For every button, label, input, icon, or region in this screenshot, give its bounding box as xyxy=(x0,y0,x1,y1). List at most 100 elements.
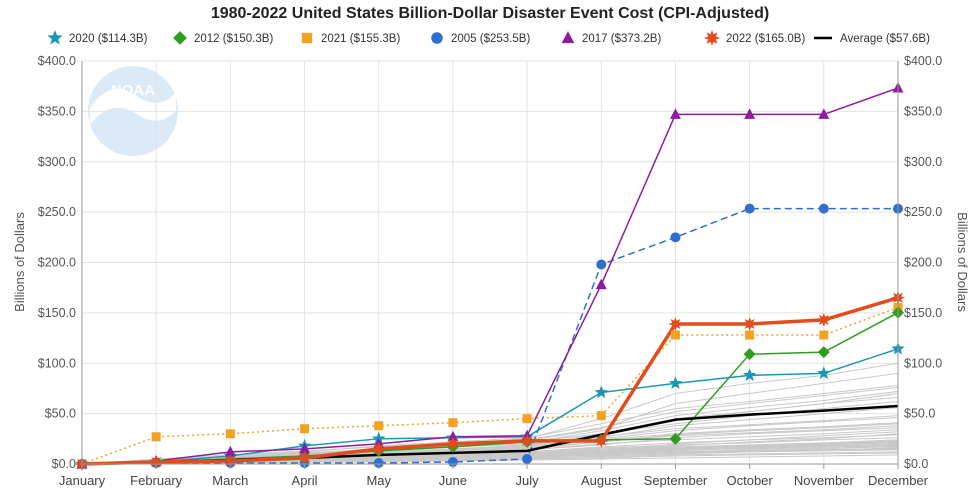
data-point-2021[interactable] xyxy=(225,429,235,439)
legend-item-2020[interactable]: 2020 ($114.3B) xyxy=(47,29,148,45)
data-point-2021[interactable] xyxy=(596,411,606,421)
svg-text:NOAA: NOAA xyxy=(111,82,155,99)
data-point-2022[interactable] xyxy=(371,441,386,456)
data-point-2005[interactable] xyxy=(818,203,829,214)
y-tick-label-left: $300.0 xyxy=(38,155,76,169)
data-point-2005[interactable] xyxy=(373,457,384,468)
x-tick-label: December xyxy=(868,473,929,488)
legend-swatch-2021[interactable] xyxy=(301,32,313,44)
x-tick-label: August xyxy=(581,473,622,488)
y-tick-label-right: $400.0 xyxy=(904,54,942,68)
data-point-2017[interactable] xyxy=(818,108,830,119)
data-point-2005[interactable] xyxy=(596,259,607,270)
y-tick-label-left: $400.0 xyxy=(38,54,76,68)
data-point-2017[interactable] xyxy=(447,430,459,442)
series-line-2017 xyxy=(81,87,899,465)
legend-label-2020: 2020 ($114.3B) xyxy=(69,33,148,45)
x-tick-label: June xyxy=(439,473,467,488)
legend-label-average: Average ($57.6B) xyxy=(840,33,930,45)
data-point-2012[interactable] xyxy=(669,432,682,445)
legend-item-2021[interactable]: 2021 ($155.3B) xyxy=(301,32,401,45)
legend-swatch-2012[interactable] xyxy=(173,31,187,45)
data-point-2017[interactable] xyxy=(595,278,607,290)
data-point-2020[interactable] xyxy=(817,366,831,379)
y-tick-label-right: $0.0 xyxy=(904,457,928,471)
legend-label-2005: 2005 ($253.5B) xyxy=(451,33,530,45)
data-point-2021[interactable] xyxy=(300,424,310,434)
y-axis-label-right: Billions of Dollars xyxy=(955,212,970,312)
y-tick-label-left: $100.0 xyxy=(38,356,76,370)
x-tick-label: January xyxy=(59,473,106,488)
legend-swatch-2022[interactable] xyxy=(703,29,721,47)
data-point-2022[interactable] xyxy=(297,450,312,465)
axes: $0.0 $0.0 $50.0 $50.0 $100.0 $100.0 $150.0 $150… xyxy=(38,54,943,488)
y-tick-label-right: $350.0 xyxy=(904,104,942,118)
data-point-2021[interactable] xyxy=(522,414,532,424)
data-point-2021[interactable] xyxy=(745,330,755,340)
legend-item-2017[interactable]: 2017 ($373.2B) xyxy=(561,31,662,45)
data-point-2020[interactable] xyxy=(594,385,608,399)
chart-title: 1980-2022 United States Billion-Dollar D… xyxy=(211,5,769,22)
data-point-2022[interactable] xyxy=(520,433,535,448)
series-line-2020 xyxy=(81,348,899,465)
data-point-2021[interactable] xyxy=(374,421,384,431)
data-point-2021[interactable] xyxy=(448,418,458,428)
series-lines xyxy=(81,87,899,466)
x-tick-label: February xyxy=(130,473,183,488)
y-tick-label-right: $50.0 xyxy=(904,407,935,421)
data-point-2017[interactable] xyxy=(299,442,311,454)
data-point-2021[interactable] xyxy=(670,330,680,340)
data-point-2017[interactable] xyxy=(744,108,756,119)
legend-label-2012: 2012 ($150.3B) xyxy=(194,33,273,45)
legend-item-average[interactable]: Average ($57.6B) xyxy=(814,33,930,45)
series-line-2021 xyxy=(81,306,899,465)
series-line-2005 xyxy=(81,207,898,465)
legend-label-2017: 2017 ($373.2B) xyxy=(582,33,661,45)
y-tick-label-right: $100.0 xyxy=(904,356,942,370)
data-point-2022[interactable] xyxy=(149,454,164,469)
legend-swatch-2020[interactable] xyxy=(47,29,63,45)
background-year-line xyxy=(81,415,899,465)
x-tick-label: October xyxy=(727,473,774,488)
legend-item-2005[interactable]: 2005 ($253.5B) xyxy=(431,32,530,45)
chart-legend[interactable]: 2020 ($114.3B) 2012 ($150.3B) 2021 ($155.3… xyxy=(47,29,930,47)
legend-swatch-2017[interactable] xyxy=(561,31,575,44)
x-tick-label: September xyxy=(644,473,708,488)
legend-label-2021: 2021 ($155.3B) xyxy=(321,33,400,45)
y-tick-label-left: $50.0 xyxy=(45,407,76,421)
y-tick-label-left: $0.0 xyxy=(52,457,76,471)
y-axis-label-left: Billions of Dollars xyxy=(12,212,27,312)
x-tick-label: March xyxy=(212,473,248,488)
series-line-2022 xyxy=(81,296,899,466)
data-point-2020[interactable] xyxy=(668,376,683,390)
data-point-2005[interactable] xyxy=(670,232,681,243)
data-point-2022[interactable] xyxy=(668,316,683,331)
data-point-2012[interactable] xyxy=(743,348,756,361)
data-point-2022[interactable] xyxy=(816,312,831,327)
y-tick-label-left: $250.0 xyxy=(38,205,76,219)
data-point-2021[interactable] xyxy=(819,330,829,340)
x-tick-label: May xyxy=(366,473,391,488)
y-tick-label-right: $200.0 xyxy=(904,256,942,270)
data-point-2012[interactable] xyxy=(817,346,830,359)
legend-label-2022: 2022 ($165.0B) xyxy=(726,33,805,45)
legend-item-2012[interactable]: 2012 ($150.3B) xyxy=(173,31,273,45)
grid-lines xyxy=(81,60,899,465)
x-tick-label: July xyxy=(516,473,540,488)
legend-item-2022[interactable]: 2022 ($165.0B) xyxy=(703,29,806,47)
x-tick-label: November xyxy=(794,473,855,488)
data-point-2005[interactable] xyxy=(522,453,533,464)
data-point-2021[interactable] xyxy=(151,432,161,442)
series-markers[interactable] xyxy=(75,82,905,471)
data-point-2022[interactable] xyxy=(594,433,609,448)
data-point-2022[interactable] xyxy=(445,436,460,451)
data-point-2017[interactable] xyxy=(669,108,681,119)
data-point-2022[interactable] xyxy=(742,316,757,331)
y-tick-label-right: $300.0 xyxy=(904,155,942,169)
legend-swatch-2005[interactable] xyxy=(431,32,443,44)
data-point-2005[interactable] xyxy=(744,203,755,214)
data-point-2020[interactable] xyxy=(742,368,757,381)
data-point-2017[interactable] xyxy=(224,445,236,457)
